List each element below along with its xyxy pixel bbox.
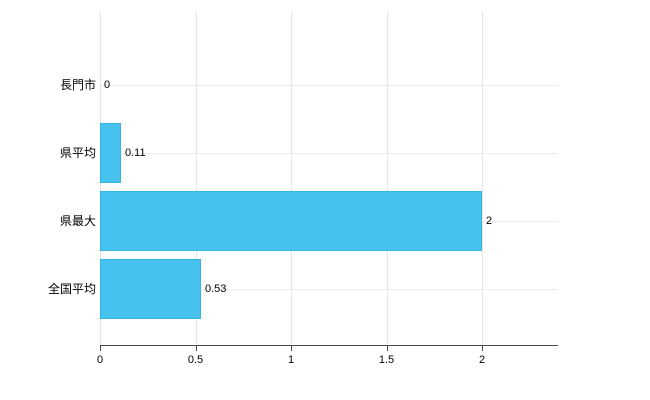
x-axis-tick-label: 2 <box>478 354 486 366</box>
vertical-gridline <box>195 12 197 345</box>
vertical-gridline <box>386 12 388 345</box>
horizontal-gridline <box>100 85 559 86</box>
x-axis-tick-label: 0 <box>96 354 104 366</box>
bar-value-label: 0.53 <box>205 283 227 295</box>
x-axis-tick <box>386 346 388 351</box>
x-axis-tick <box>100 346 101 351</box>
bar-4 <box>100 259 201 319</box>
x-axis-tick-label: 1 <box>287 354 295 366</box>
x-axis-line <box>100 345 559 346</box>
horizontal-gridline <box>100 153 559 154</box>
bar-3 <box>100 191 482 251</box>
bar-2 <box>100 123 121 183</box>
vertical-gridline <box>482 12 483 345</box>
y-axis-category-label: 県平均 <box>59 146 96 160</box>
bar-value-label: 2 <box>486 215 493 227</box>
x-axis-tick-label: 0.5 <box>187 354 204 366</box>
bar-value-label: 0 <box>104 79 111 91</box>
y-axis-category-label: 長門市 <box>59 78 96 92</box>
x-axis-tick-label: 1.5 <box>378 354 395 366</box>
bar-value-label: 0.11 <box>125 147 146 159</box>
vertical-gridline <box>291 12 292 345</box>
x-axis-tick <box>291 346 292 351</box>
x-axis-tick <box>195 346 197 351</box>
y-axis-category-label: 全国平均 <box>47 282 96 296</box>
x-axis-tick <box>482 346 483 351</box>
horizontal-gridline <box>100 289 559 290</box>
y-axis-category-label: 県最大 <box>59 214 96 228</box>
